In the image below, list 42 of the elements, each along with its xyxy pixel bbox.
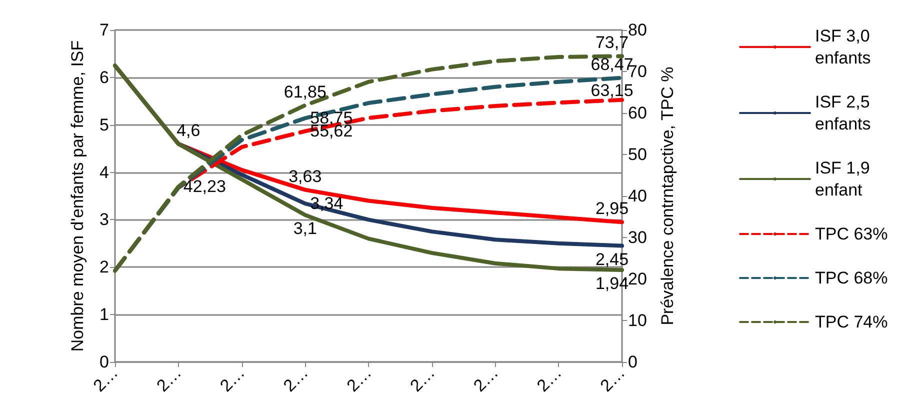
y-tick-label: 0 bbox=[100, 352, 109, 372]
data-label: 61,85 bbox=[284, 82, 326, 102]
x-tick-label: 2… bbox=[470, 363, 502, 396]
data-label: 2,95 bbox=[595, 199, 629, 218]
legend-label: ISF 2,5 enfants bbox=[815, 92, 875, 134]
data-label: 1,94 bbox=[595, 274, 629, 293]
y2-tick-label: 30 bbox=[628, 228, 647, 247]
data-label: 42,23 bbox=[183, 177, 226, 196]
data-label: 3,1 bbox=[293, 218, 317, 238]
data-label: 73,7 bbox=[595, 33, 629, 52]
y2-tick-label: 0 bbox=[628, 352, 638, 372]
y-tick-label: 3 bbox=[100, 210, 109, 230]
legend-label: TPC 74% bbox=[815, 312, 888, 332]
y2-tick-label: 60 bbox=[628, 104, 647, 122]
legend-label: ISF 1,9 enfant bbox=[815, 158, 875, 200]
y2-tick-label: 80 bbox=[628, 20, 647, 40]
y2-tick-label: 20 bbox=[628, 270, 647, 288]
y2-tick-label: 10 bbox=[628, 311, 647, 330]
x-tick-label: 2… bbox=[343, 363, 376, 396]
x-tick-label: 2… bbox=[533, 363, 566, 396]
x-tick-label: 2… bbox=[280, 363, 312, 396]
data-label: 4,6 bbox=[176, 120, 200, 140]
y-tick-label: 6 bbox=[100, 68, 109, 87]
y-tick-label: 2 bbox=[100, 258, 109, 277]
data-label: 3,63 bbox=[288, 166, 322, 186]
legend-label: TPC 68% bbox=[815, 268, 888, 288]
y-tick-label: 1 bbox=[100, 305, 109, 324]
y-axis-title: Nombre moyen d'enfants par femme, ISF bbox=[68, 40, 87, 352]
x-tick-label: 2… bbox=[216, 363, 248, 396]
legend-label: TPC 63% bbox=[815, 224, 888, 244]
x-tick-label: 2… bbox=[152, 363, 186, 396]
y2-tick-label: 40 bbox=[628, 186, 647, 206]
x-tick-label: 2… bbox=[406, 363, 439, 396]
legend-label: ISF 3,0 enfants bbox=[815, 26, 875, 68]
y-tick-label: 7 bbox=[100, 20, 109, 40]
data-label: 63,15 bbox=[590, 80, 634, 100]
y-tick-label: 5 bbox=[100, 115, 109, 134]
y2-axis-title: Prévalence contrntapctive, TPC % bbox=[658, 66, 677, 326]
y-tick-label: 4 bbox=[100, 162, 109, 182]
y2-tick-label: 50 bbox=[628, 145, 647, 164]
data-label: 2,45 bbox=[595, 250, 629, 269]
x-tick-label: 2… bbox=[596, 363, 629, 396]
